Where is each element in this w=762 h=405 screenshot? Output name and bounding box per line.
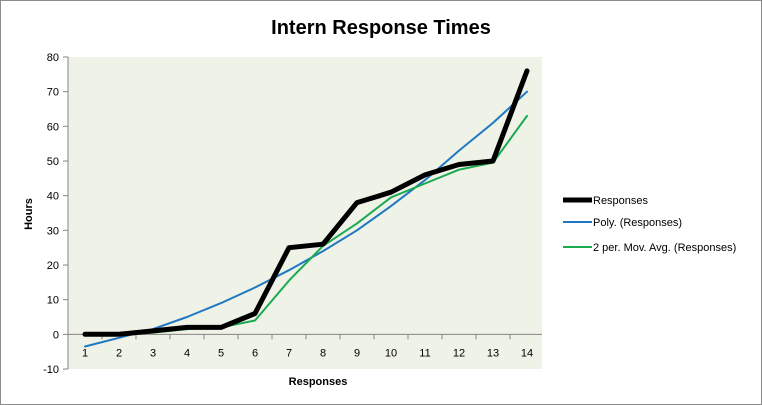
y-tick-label: 40 — [47, 191, 59, 203]
y-tick-label: 20 — [47, 260, 59, 272]
x-tick-label: 7 — [286, 347, 292, 359]
y-tick-label: 80 — [47, 52, 59, 64]
x-tick-label: 2 — [116, 347, 122, 359]
y-tick-label: 0 — [53, 329, 59, 341]
x-tick-label: 6 — [252, 347, 258, 359]
x-tick-label: 9 — [354, 347, 360, 359]
x-tick-label: 5 — [218, 347, 224, 359]
y-tick-label: 60 — [47, 121, 59, 133]
x-tick-label: 11 — [419, 347, 430, 359]
plot-area — [68, 57, 542, 369]
y-tick-label: -10 — [43, 364, 59, 376]
x-tick-label: 14 — [521, 347, 533, 359]
y-axis-label: Hours — [23, 198, 35, 230]
x-tick-label: 1 — [82, 347, 88, 359]
x-tick-label: 8 — [320, 347, 326, 359]
y-tick-label: 50 — [47, 156, 59, 168]
y-tick-label: 70 — [47, 87, 59, 99]
x-tick-label: 4 — [184, 347, 190, 359]
legend-label-2-per-mov-avg-responses: 2 per. Mov. Avg. (Responses) — [593, 242, 736, 254]
legend-label-poly-responses: Poly. (Responses) — [593, 217, 682, 229]
x-tick-label: 13 — [487, 347, 499, 359]
series-line-poly-responses — [84, 90, 528, 348]
y-tick-label: 10 — [47, 295, 59, 307]
chart-title: Intern Response Times — [271, 17, 491, 39]
x-tick-label: 12 — [453, 347, 465, 359]
y-tick-label: 30 — [47, 225, 59, 237]
legend: Responses Poly. (Responses) 2 per. Mov. Av… — [563, 195, 736, 254]
series-line-responses — [82, 68, 530, 337]
x-axis-label: Responses — [289, 376, 348, 388]
x-tick-label: 10 — [385, 347, 397, 359]
x-tick-label: 3 — [150, 347, 156, 359]
legend-label-responses: Responses — [593, 195, 649, 207]
